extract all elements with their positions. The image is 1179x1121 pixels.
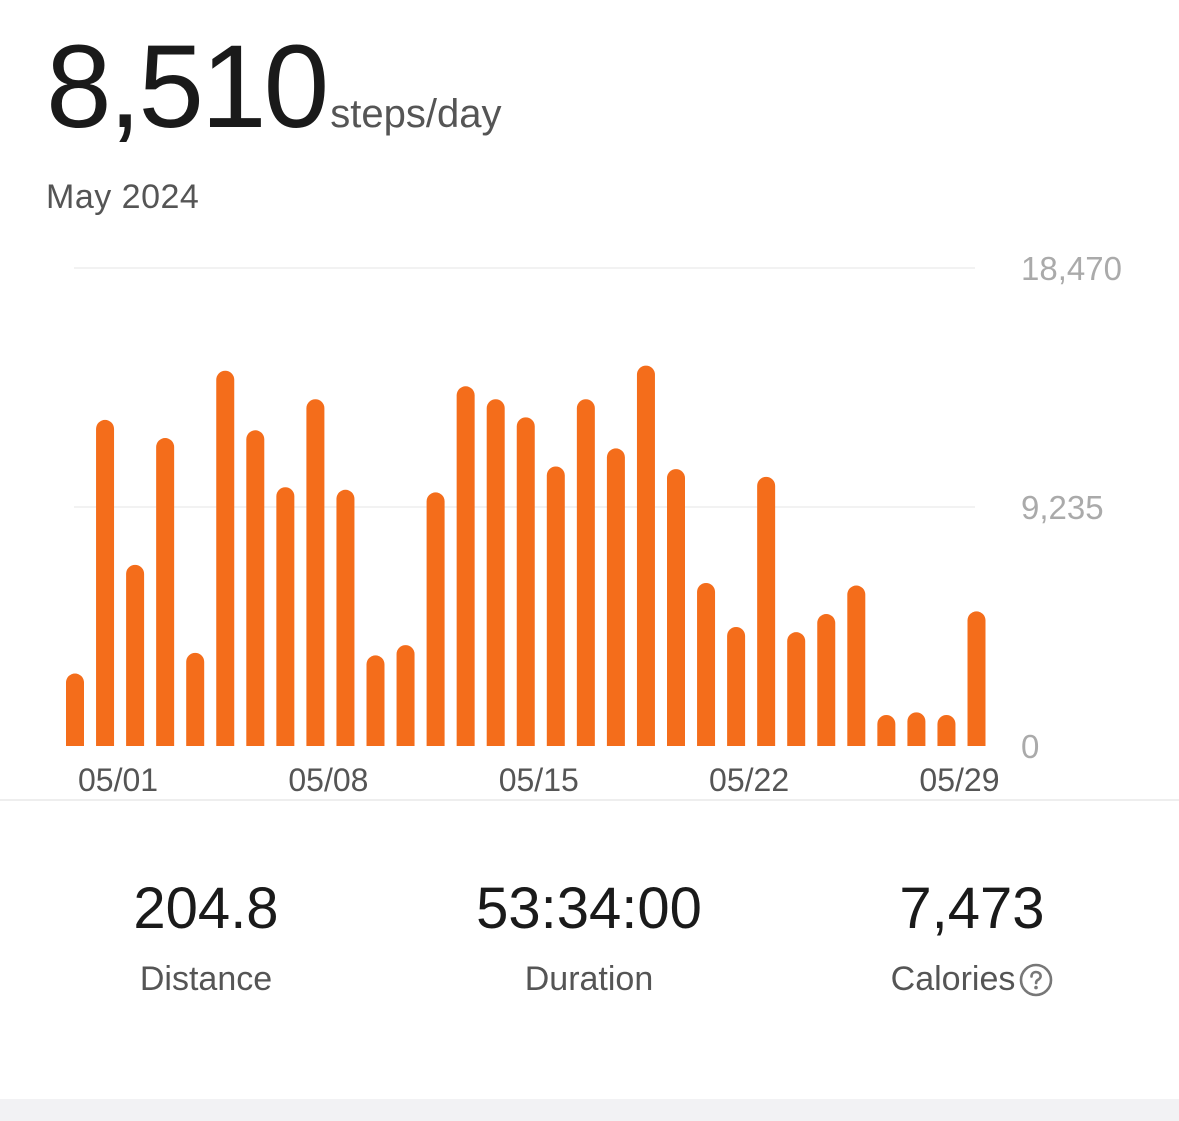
bar-05-08[interactable]: [306, 399, 325, 746]
bar-05-22[interactable]: [727, 626, 746, 746]
bar-05-20[interactable]: [667, 469, 685, 746]
bar-05-14[interactable]: [486, 399, 505, 746]
bar-05-02[interactable]: [126, 564, 145, 746]
bar-04-30[interactable]: [66, 673, 84, 746]
bar-05-29[interactable]: [937, 714, 956, 746]
bar-05-24[interactable]: [787, 632, 806, 746]
bar-05-06[interactable]: [246, 430, 265, 746]
average-steps-value: 8,510: [46, 21, 329, 153]
bar-05-09[interactable]: [336, 489, 355, 746]
stat-calories-value: 7,473: [899, 876, 1045, 941]
period-label[interactable]: May 2024: [46, 178, 200, 216]
bar-05-26[interactable]: [847, 585, 866, 746]
stat-calories: 7,473 Calories: [792, 880, 1152, 999]
bar-05-03[interactable]: [156, 438, 175, 746]
footer-strip: [0, 1099, 1179, 1121]
bar-05-19[interactable]: [636, 365, 655, 746]
bar-05-16[interactable]: [546, 466, 565, 746]
x-tick-label: 05/22: [709, 762, 789, 795]
bar-05-17[interactable]: [576, 399, 595, 746]
bar-05-23[interactable]: [757, 476, 776, 746]
bar-05-21[interactable]: [697, 582, 716, 746]
stat-duration-label: Duration: [525, 960, 654, 999]
stat-calories-label: Calories: [891, 960, 1054, 999]
bar-05-18[interactable]: [606, 448, 625, 746]
bar-05-25[interactable]: [817, 614, 836, 746]
stat-duration-label-text: Duration: [524, 960, 654, 998]
help-icon[interactable]: [1019, 963, 1053, 997]
bar-05-04[interactable]: [186, 652, 205, 746]
bar-05-01[interactable]: [96, 419, 115, 746]
stat-duration: 53:34:00 Duration: [409, 880, 769, 999]
stat-distance-label-text: Distance: [139, 960, 273, 998]
y-tick-label: 9,235: [1021, 489, 1104, 526]
daily-steps-bar-chart[interactable]: 0 9,235 18,470 05/01 05/08 05/15 05/22 05/29: [0, 240, 1179, 795]
average-steps-headline: 8,510 steps/day: [46, 28, 502, 146]
section-divider: [0, 799, 1179, 801]
bar-05-12[interactable]: [426, 492, 445, 746]
x-tick-label: 05/15: [499, 762, 579, 795]
bar-05-28[interactable]: [907, 712, 926, 746]
bar-05-05[interactable]: [216, 370, 235, 746]
bar-05-27[interactable]: [877, 714, 896, 746]
y-tick-label: 0: [1021, 728, 1039, 765]
average-steps-unit: steps/day: [330, 92, 502, 136]
stat-distance-value: 204.8: [133, 876, 279, 941]
stat-distance-label: Distance: [140, 960, 272, 999]
bar-05-15[interactable]: [516, 417, 535, 746]
stat-distance: 204.8 Distance: [26, 880, 386, 999]
bar-05-11[interactable]: [396, 645, 415, 746]
stats-row: 204.8 Distance 53:34:00 Duration 7,473 C…: [0, 880, 1179, 1020]
y-tick-label: 18,470: [1021, 250, 1122, 287]
bar-05-30[interactable]: [967, 611, 986, 746]
x-tick-label: 05/29: [919, 762, 999, 795]
bar-05-10[interactable]: [366, 655, 385, 746]
stat-duration-value: 53:34:00: [476, 876, 702, 941]
stat-calories-label-text: Calories: [890, 960, 1016, 998]
bar-05-13[interactable]: [456, 386, 475, 746]
x-tick-label: 05/08: [288, 762, 368, 795]
x-tick-label: 05/01: [78, 762, 158, 795]
bar-05-07[interactable]: [276, 487, 295, 746]
